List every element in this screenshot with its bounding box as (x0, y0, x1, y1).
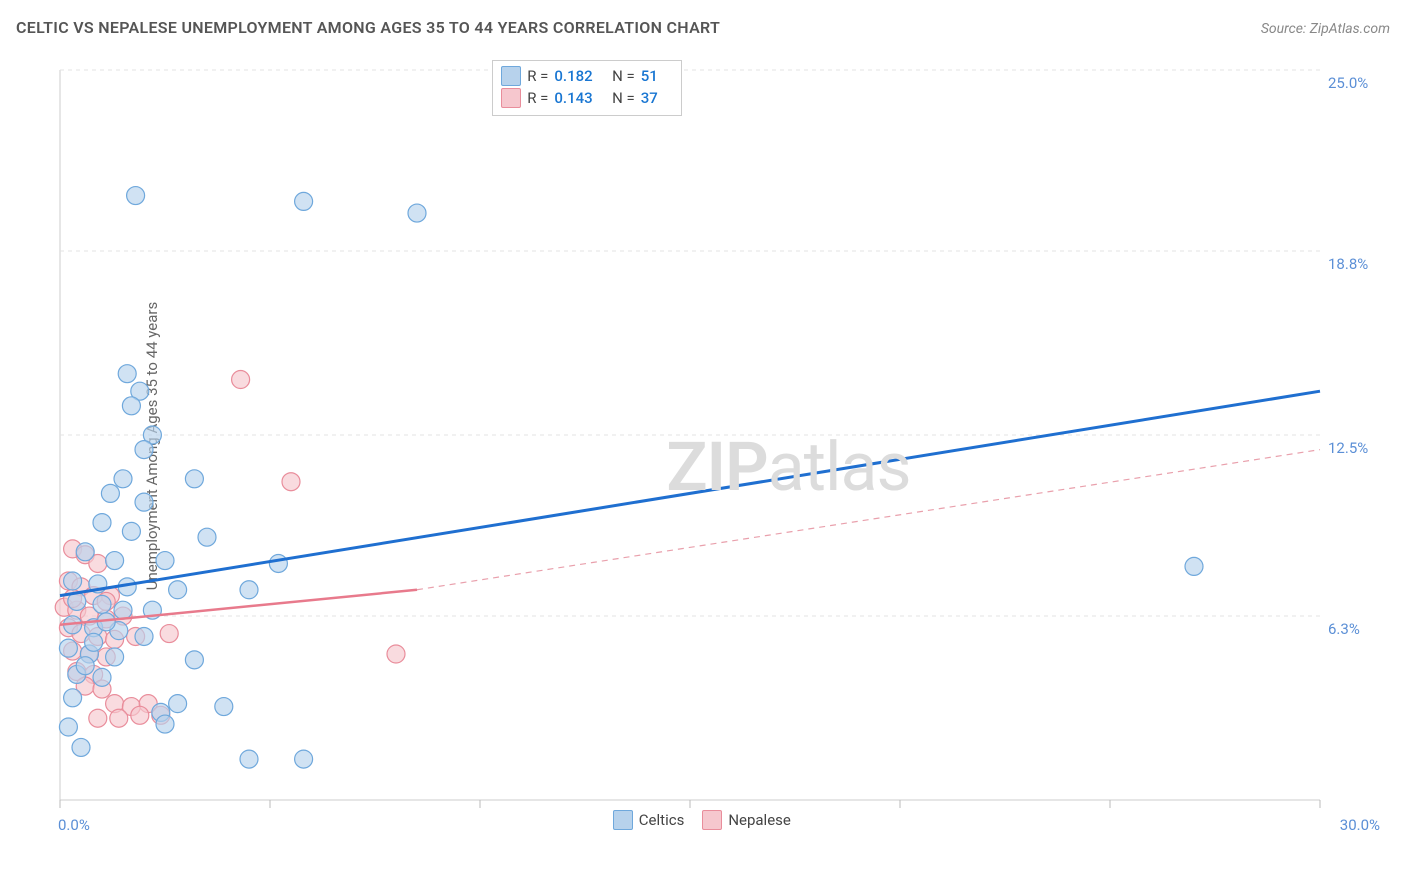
celtics-point (156, 552, 174, 570)
r-value: 0.143 (554, 89, 602, 107)
nepalese-point (160, 625, 178, 643)
celtics-point (295, 192, 313, 210)
celtics-point (122, 522, 140, 540)
celtics-point (135, 493, 153, 511)
celtics-point (114, 470, 132, 488)
y-tick-label: 12.5% (1328, 439, 1368, 457)
nepalese-point (110, 709, 128, 727)
celtics-point (135, 441, 153, 459)
bottom-legend: Celtics Nepalese (613, 810, 791, 830)
n-label: N = (608, 89, 634, 107)
nepalese-swatch (501, 88, 521, 108)
r-value: 0.182 (554, 67, 602, 85)
nepalese-point (282, 473, 300, 491)
celtics-point (215, 698, 233, 716)
legend-item-celtics: Celtics (613, 810, 685, 830)
celtics-trendline (60, 391, 1320, 595)
stats-box: R = 0.182 N = 51 R = 0.143 N = 37 (492, 60, 682, 116)
legend-label: Nepalese (728, 811, 791, 829)
celtics-point (76, 543, 94, 561)
chart-svg: 25.0% 18.8% 12.5% 6.3% 0.0% 30.0% (50, 60, 1390, 840)
nepalese-point (89, 709, 107, 727)
nepalese-trendline (417, 450, 1320, 590)
celtics-point (85, 633, 103, 651)
celtics-point (127, 187, 145, 205)
celtics-point (156, 715, 174, 733)
r-label: R = (527, 89, 548, 107)
celtics-point (185, 651, 203, 669)
celtics-point (101, 484, 119, 502)
nepalese-point (131, 706, 149, 724)
celtics-point (240, 750, 258, 768)
celtics-point (106, 648, 124, 666)
x-max-label: 30.0% (1340, 816, 1380, 834)
celtics-point (106, 552, 124, 570)
celtics-point (76, 657, 94, 675)
celtics-point (1185, 557, 1203, 575)
stats-row-celtics: R = 0.182 N = 51 (501, 65, 669, 87)
legend-item-nepalese: Nepalese (702, 810, 791, 830)
celtics-point (72, 738, 90, 756)
n-value: 51 (641, 67, 669, 85)
celtics-point (93, 514, 111, 532)
legend-label: Celtics (639, 811, 685, 829)
celtics-point (64, 572, 82, 590)
celtics-point (64, 689, 82, 707)
stats-row-nepalese: R = 0.143 N = 37 (501, 87, 669, 109)
celtics-point (198, 528, 216, 546)
celtics-swatch (501, 66, 521, 86)
celtics-point (169, 695, 187, 713)
celtics-point (122, 397, 140, 415)
celtics-point (118, 365, 136, 383)
celtics-point (185, 470, 203, 488)
celtics-point (295, 750, 313, 768)
nepalese-point (387, 645, 405, 663)
celtics-swatch (613, 810, 633, 830)
celtics-point (269, 554, 287, 572)
celtics-point (93, 595, 111, 613)
source-label: Source: ZipAtlas.com (1261, 21, 1390, 37)
celtics-point (114, 601, 132, 619)
y-tick-label: 25.0% (1328, 74, 1368, 92)
nepalese-swatch (702, 810, 722, 830)
celtics-point (169, 581, 187, 599)
n-value: 37 (641, 89, 669, 107)
chart-title: CELTIC VS NEPALESE UNEMPLOYMENT AMONG AG… (16, 18, 720, 37)
celtics-point (93, 668, 111, 686)
celtics-point (135, 627, 153, 645)
x-min-label: 0.0% (58, 816, 90, 834)
celtics-point (59, 639, 77, 657)
chart-plot-area: 25.0%18.8%12.5%6.3%0.0%30.0% ZIPatlas R … (50, 60, 1390, 840)
n-label: N = (608, 67, 634, 85)
celtics-point (59, 718, 77, 736)
y-tick-label: 6.3% (1328, 620, 1360, 638)
y-tick-label: 18.8% (1328, 255, 1368, 273)
r-label: R = (527, 67, 548, 85)
celtics-point (408, 204, 426, 222)
nepalese-point (232, 371, 250, 389)
celtics-point (240, 581, 258, 599)
